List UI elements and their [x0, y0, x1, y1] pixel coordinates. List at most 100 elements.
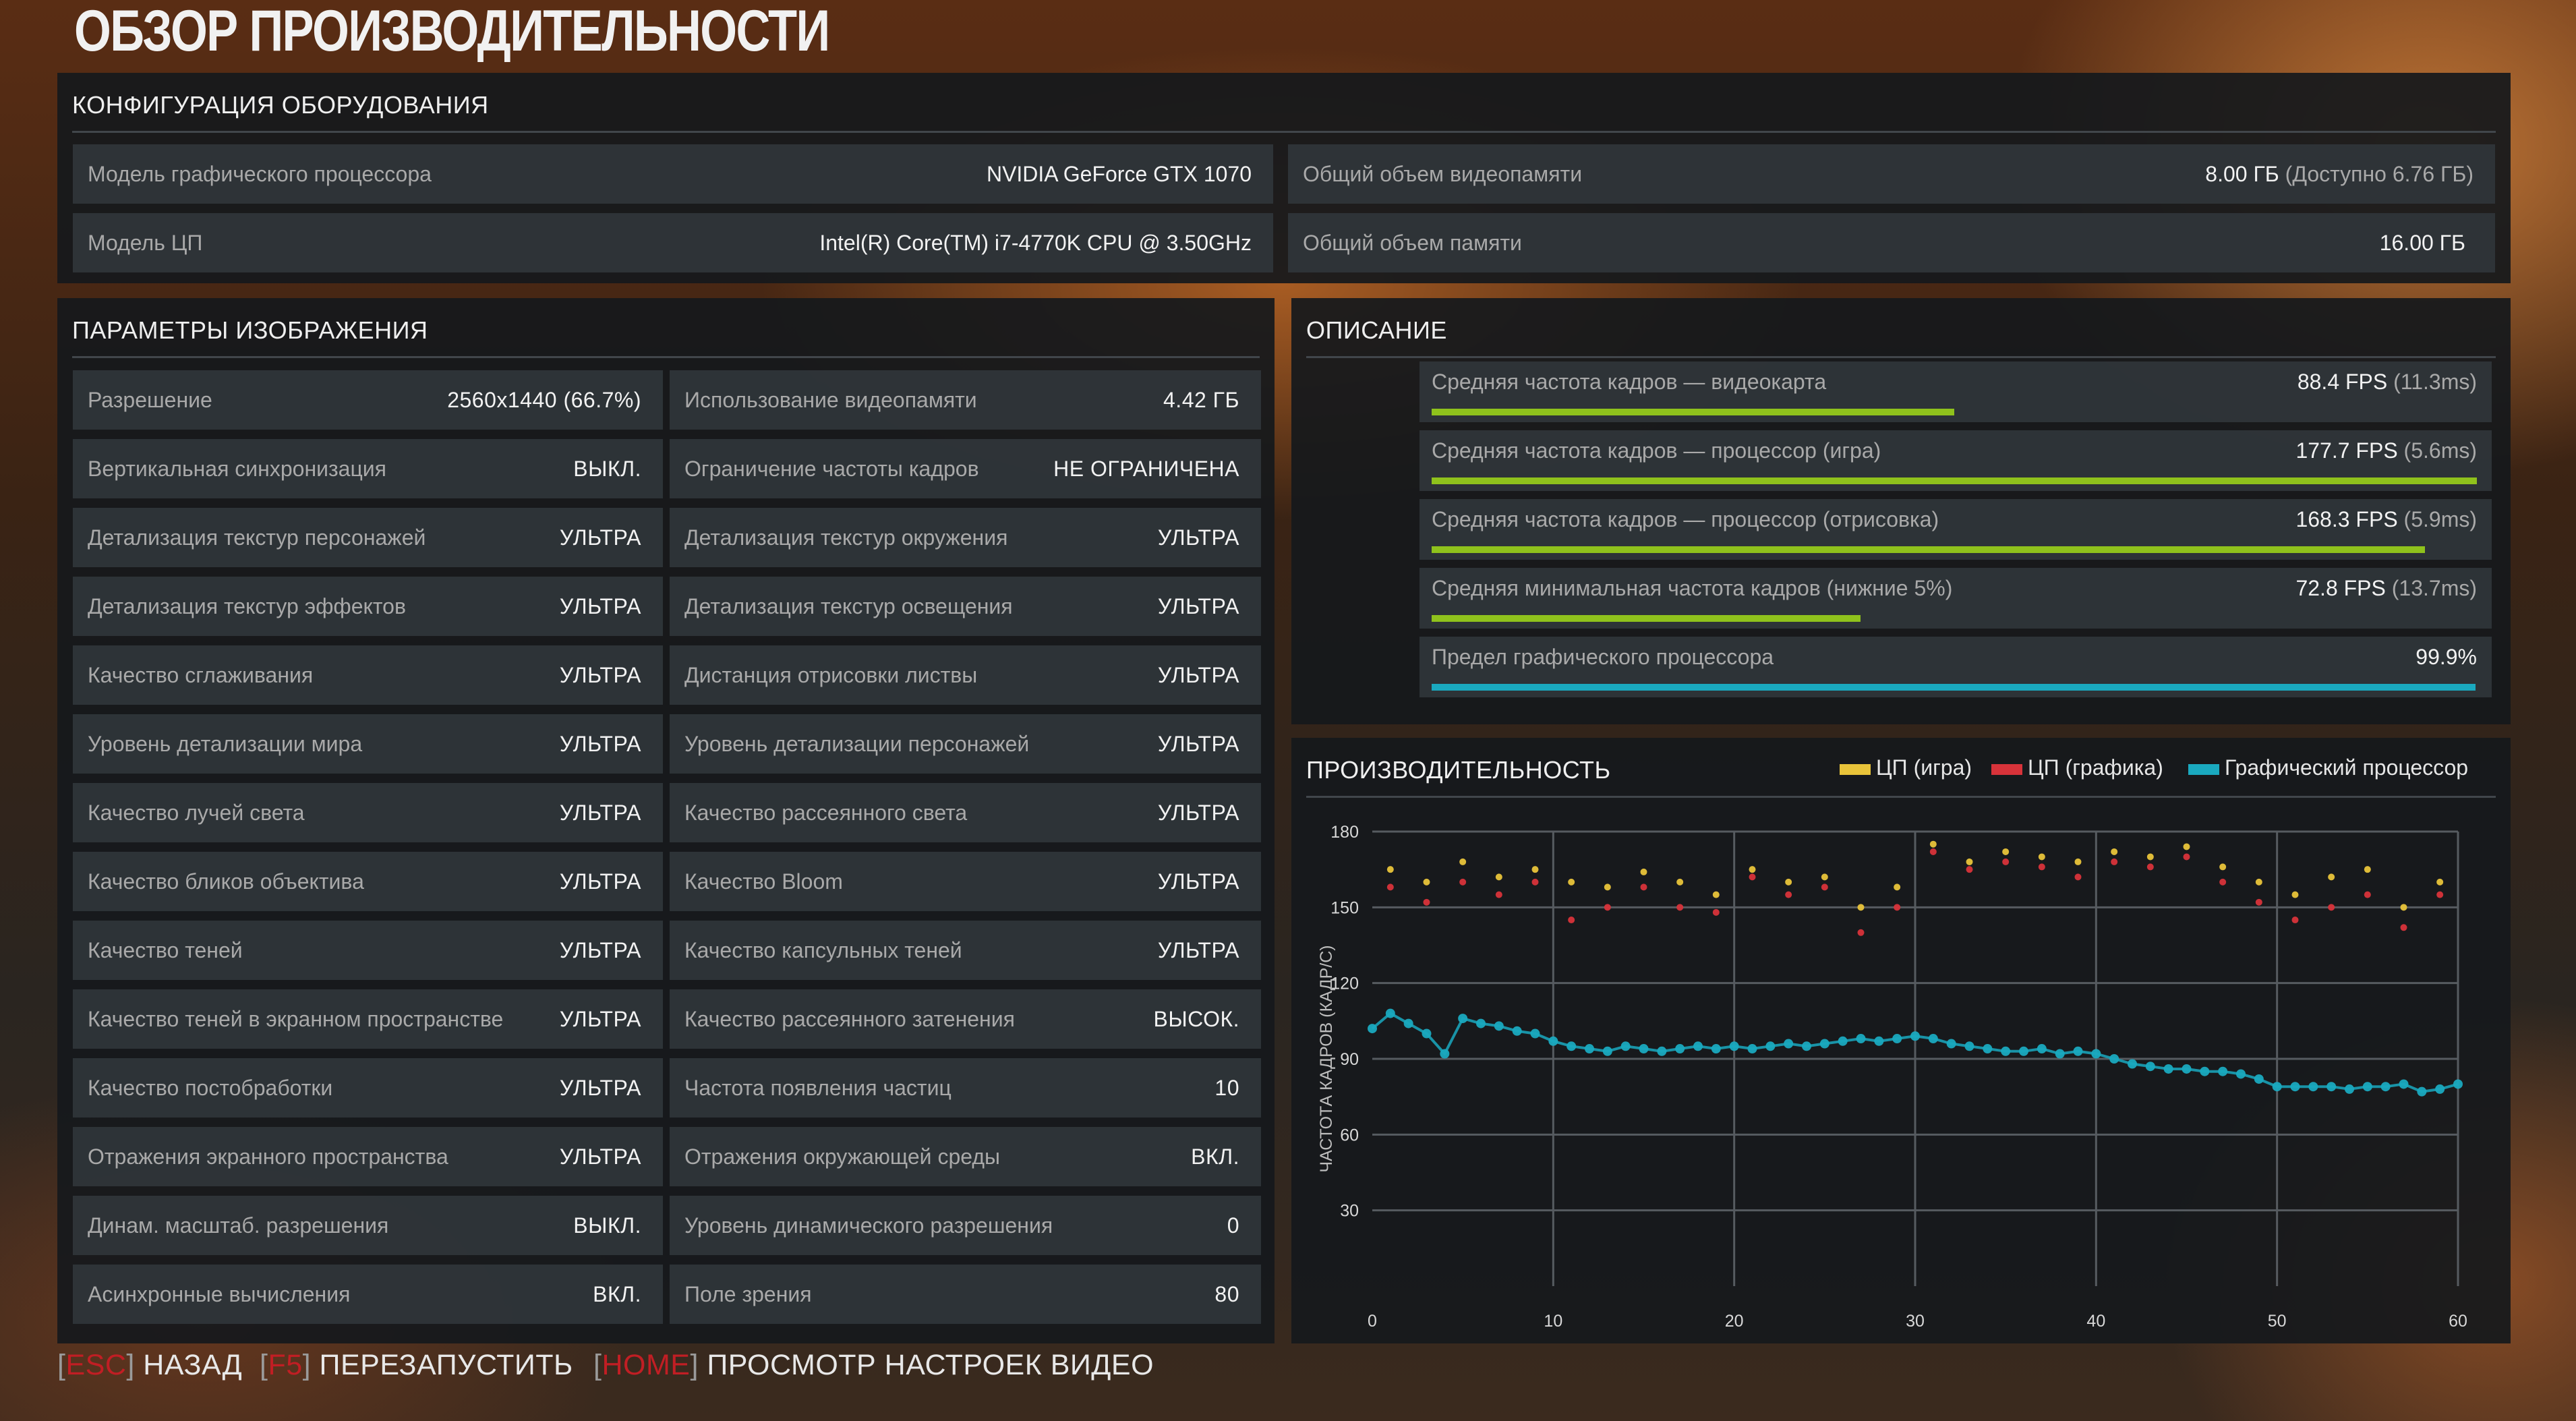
cpu-render-point [1785, 891, 1792, 898]
cpu-render-point [1604, 904, 1611, 911]
cpu-game-point [1640, 868, 1647, 875]
description-row: Средняя частота кадров — процессор (отри… [1419, 499, 2492, 560]
setting-value: УЛЬТРА [559, 1144, 641, 1169]
gpu-model-label: Модель графического процессора [88, 162, 432, 186]
description-label: Средняя частота кадров — процессор (отри… [1432, 507, 1939, 531]
cpu-game-point [2291, 891, 2299, 898]
setting-row: Динам. масштаб. разрешения ВЫКЛ. [73, 1196, 663, 1255]
setting-label: Детализация текстур персонажей [88, 525, 426, 550]
x-tick-label: 30 [1906, 1312, 1925, 1331]
footer-restart[interactable]: [F5] ПЕРЕЗАПУСТИТЬ [260, 1349, 573, 1381]
description-bar-track [1432, 477, 2477, 484]
gpu-model-value: NVIDIA GeForce GTX 1070 [986, 162, 1252, 186]
legend-cpu-game-label: ЦП (игра) [1876, 755, 1972, 780]
setting-value: НЕ ОГРАНИЧЕНА [1053, 457, 1239, 481]
cpu-render-point [2291, 917, 2299, 924]
cpu-game-point [2111, 848, 2118, 855]
setting-row: Качество капсульных теней УЛЬТРА [670, 921, 1261, 980]
description-metric: 99.9% [2416, 645, 2477, 669]
setting-value: УЛЬТРА [559, 594, 641, 618]
description-frametime: (13.7ms) [2391, 576, 2477, 600]
description-label: Средняя частота кадров — процессор (игра… [1432, 438, 1881, 463]
cpu-game-point [2219, 863, 2227, 871]
footer-video-settings-key: HOME [602, 1349, 691, 1381]
cpu-game-point [2364, 866, 2371, 873]
setting-row: Отражения окружающей среды ВКЛ. [670, 1127, 1261, 1186]
cpu-game-point [2436, 878, 2444, 886]
x-tick-label: 10 [1544, 1312, 1562, 1331]
description-heading: ОПИСАНИЕ [1306, 298, 2496, 358]
setting-value: УЛЬТРА [559, 663, 641, 687]
page-title: ОБЗОР ПРОИЗВОДИТЕЛЬНОСТИ [74, 0, 830, 63]
setting-label: Использование видеопамяти [684, 388, 977, 412]
setting-label: Вертикальная синхронизация [88, 457, 386, 481]
cpu-render-point [1459, 878, 1467, 886]
cpu-game-point [1929, 840, 1937, 848]
setting-value: 0 [1227, 1213, 1239, 1238]
setting-label: Частота появления частиц [684, 1076, 952, 1100]
cpu-game-point [1749, 866, 1756, 873]
footer-restart-key: F5 [268, 1349, 303, 1381]
vram-total-value: 8.00 ГБ (Доступно 6.76 ГБ) [2205, 144, 2473, 204]
setting-value: ВЫСОК. [1153, 1007, 1239, 1031]
setting-row: Качество бликов объектива УЛЬТРА [73, 852, 663, 911]
setting-value: УЛЬТРА [559, 801, 641, 825]
description-metric: 88.4 FPS [2297, 370, 2388, 394]
description-value: 88.4 FPS (11.3ms) [2297, 370, 2477, 395]
setting-label: Качество Bloom [684, 869, 843, 894]
setting-row: Асинхронные вычисления ВКЛ. [73, 1265, 663, 1324]
cpu-render-point [1857, 929, 1865, 936]
cpu-game-point [1459, 858, 1467, 865]
setting-label: Уровень детализации персонажей [684, 732, 1030, 756]
y-tick-label: 90 [1340, 1050, 1359, 1069]
setting-value: 80 [1214, 1282, 1239, 1306]
legend-cpu-render-label: ЦП (графика) [2028, 755, 2163, 780]
legend-gpu-swatch [2188, 763, 2219, 775]
cpu-game-point [1785, 878, 1792, 886]
cpu-game-point [2255, 878, 2262, 886]
x-tick-label: 50 [2268, 1312, 2287, 1331]
cpu-game-point [2038, 853, 2045, 861]
vram-total-row: Общий объем видеопамяти 8.00 ГБ (Доступн… [1288, 144, 2495, 204]
setting-row: Частота появления частиц 10 [670, 1058, 1261, 1118]
footer-back[interactable]: [ESC] НАЗАД [57, 1349, 243, 1381]
setting-label: Разрешение [88, 388, 212, 412]
vram-available: (Доступно 6.76 ГБ) [2285, 162, 2473, 186]
setting-value: УЛЬТРА [559, 938, 641, 962]
setting-row: Качество постобработки УЛЬТРА [73, 1058, 663, 1118]
setting-value: УЛЬТРА [1157, 663, 1239, 687]
cpu-render-point [1894, 904, 1901, 911]
setting-value: УЛЬТРА [1157, 801, 1239, 825]
footer-video-settings[interactable]: [HOME] ПРОСМОТР НАСТРОЕК ВИДЕО [593, 1349, 1154, 1381]
description-bar-fill [1432, 684, 2476, 691]
cpu-game-point [1966, 858, 1973, 865]
setting-row: Качество рассеянного затенения ВЫСОК. [670, 989, 1261, 1049]
ram-total-row: Общий объем памяти 16.00 ГБ [1288, 213, 2495, 272]
cpu-render-point [2219, 878, 2227, 886]
cpu-game-point [1531, 866, 1539, 873]
cpu-game-point [2400, 904, 2407, 911]
setting-row: Разрешение 2560x1440 (66.7%) [73, 370, 663, 430]
vram-total-label: Общий объем видеопамяти [1303, 162, 1583, 186]
setting-value: ВКЛ. [593, 1282, 641, 1306]
setting-label: Детализация текстур окружения [684, 525, 1008, 550]
cpu-render-point [1531, 878, 1539, 886]
cpu-render-point [2328, 904, 2335, 911]
setting-value: ВКЛ. [1191, 1144, 1239, 1169]
cpu-game-point [1604, 883, 1611, 891]
cpu-render-point [2074, 873, 2082, 881]
description-bar-track [1432, 546, 2477, 553]
chart-grid [1372, 830, 2459, 1286]
legend-cpu-game: ЦП (игра) [1840, 755, 1972, 780]
setting-label: Качество постобработки [88, 1076, 333, 1100]
description-metric: 168.3 FPS [2295, 507, 2398, 531]
setting-row: Качество лучей света УЛЬТРА [73, 783, 663, 842]
chart-points [1368, 840, 2463, 1097]
setting-row: Качество сглаживания УЛЬТРА [73, 645, 663, 705]
y-axis-label: ЧАСТОТА КАДРОВ (КАДР/С) [1317, 945, 1336, 1172]
cpu-render-point [1568, 917, 1575, 924]
legend-cpu-render-swatch [1991, 763, 2022, 775]
cpu-render-point [1821, 883, 1828, 891]
cpu-model-row: Модель ЦП Intel(R) Core(TM) i7-4770K CPU… [73, 213, 1273, 272]
setting-row: Уровень динамического разрешения 0 [670, 1196, 1261, 1255]
